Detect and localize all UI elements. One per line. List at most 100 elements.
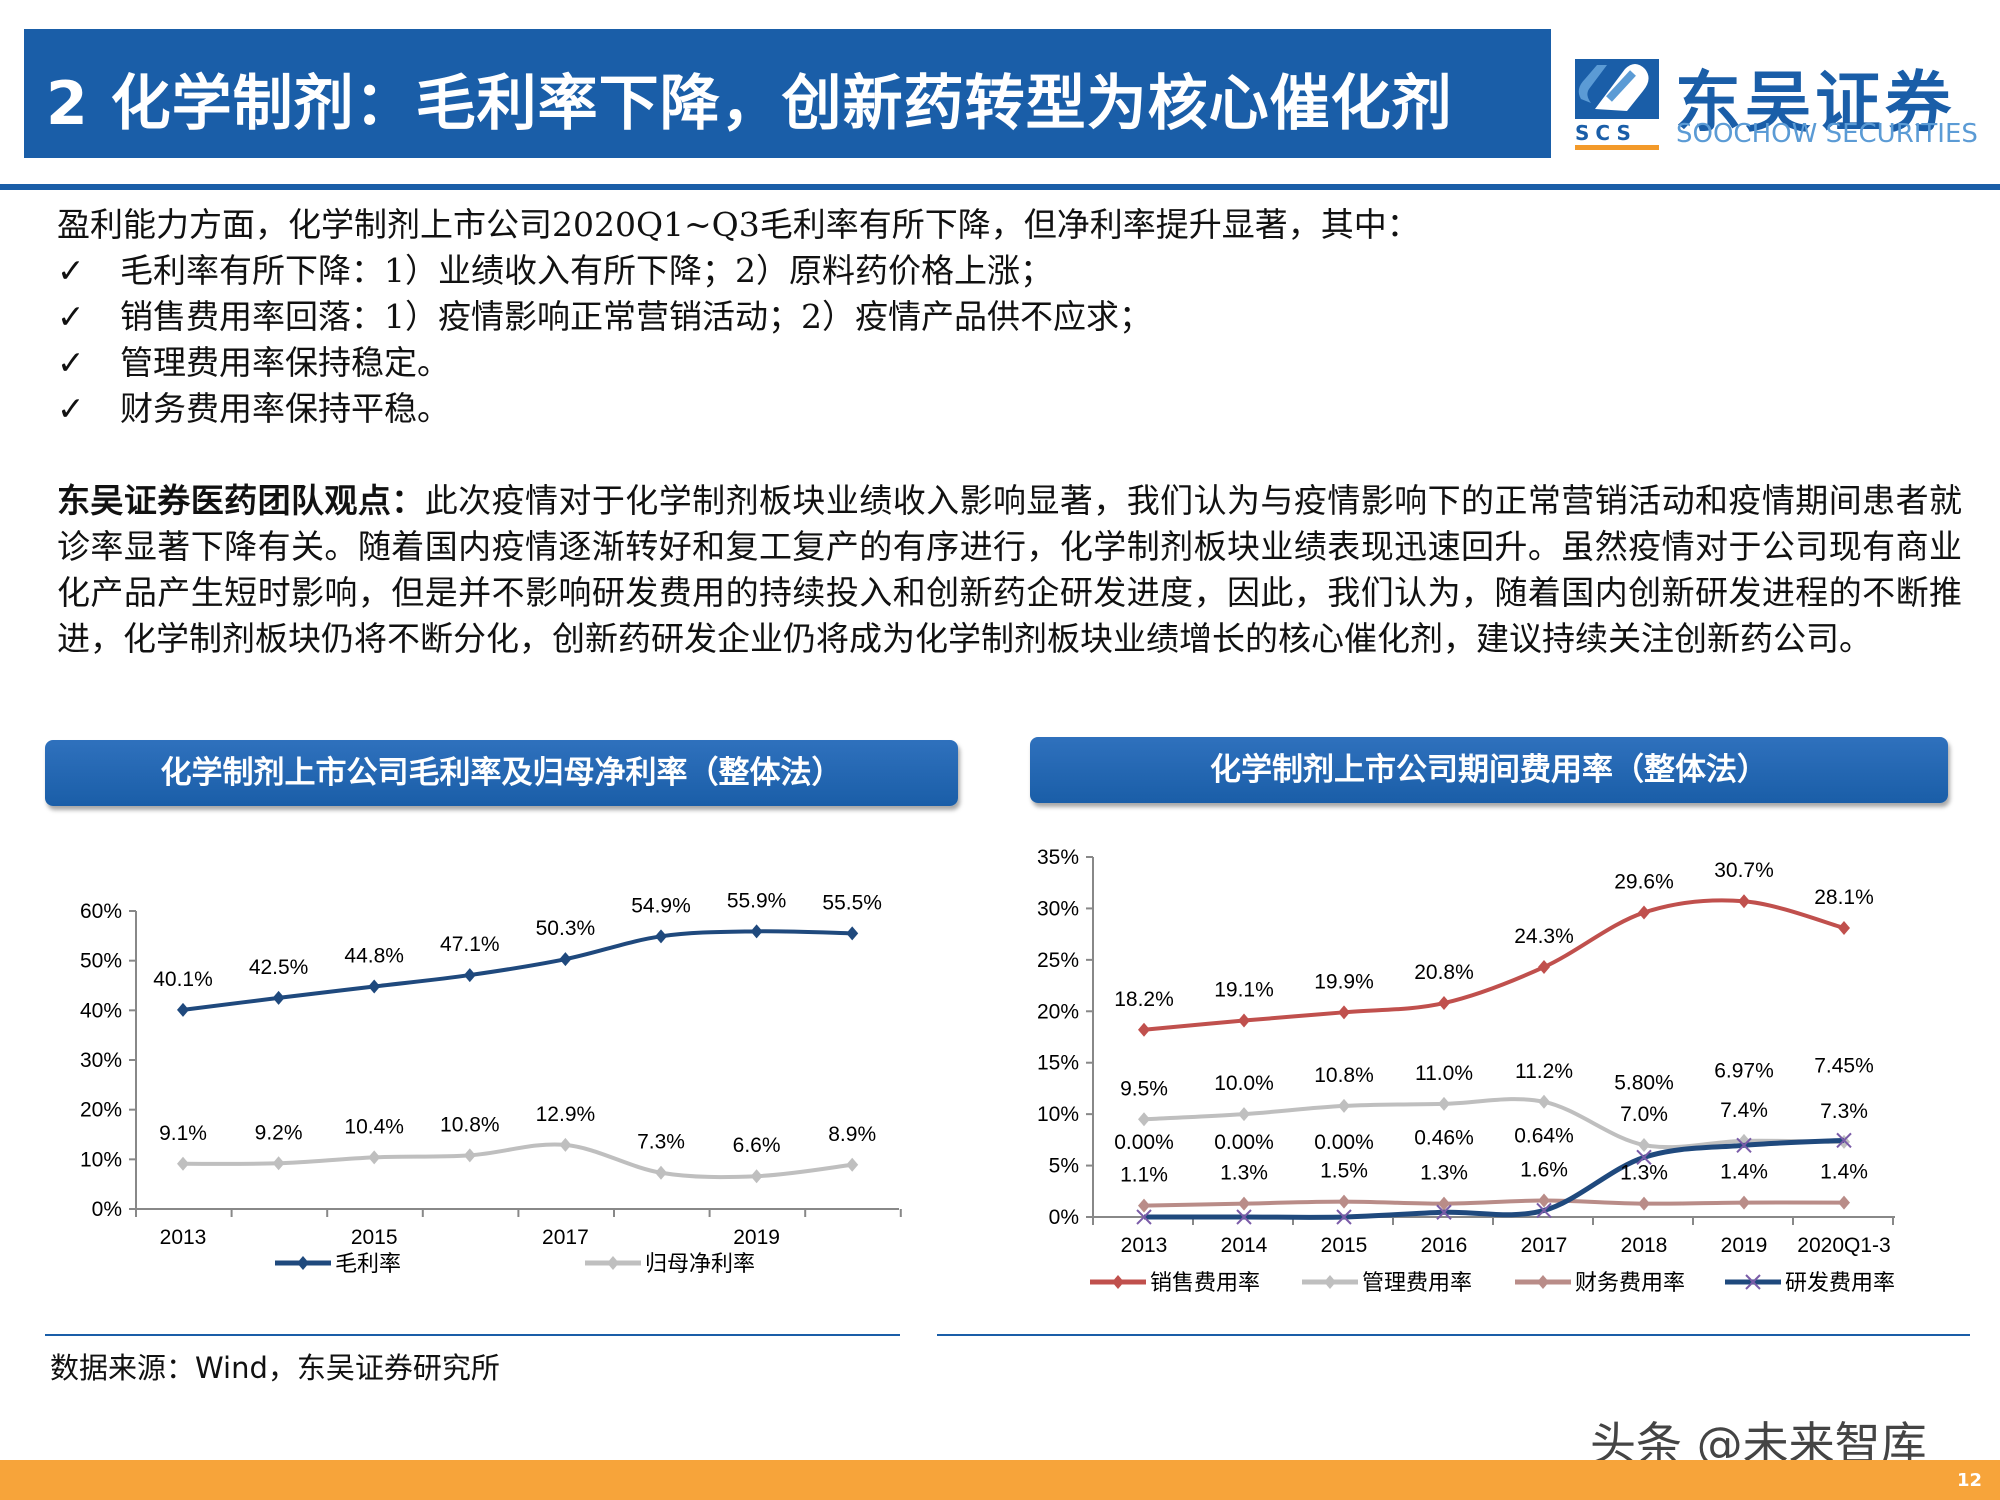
data-point <box>1738 1195 1750 1210</box>
page-number: 12 <box>1956 1470 1982 1491</box>
data-label: 1.1% <box>1120 1164 1168 1187</box>
data-label: 55.9% <box>727 889 787 912</box>
data-label: 55.5% <box>822 891 882 914</box>
data-label: 20.8% <box>1414 961 1474 984</box>
data-point <box>1238 1013 1250 1028</box>
legend-marker <box>607 1256 619 1270</box>
data-label: 7.3% <box>637 1131 685 1154</box>
data-point <box>1138 1022 1150 1037</box>
bullet-item: ✓ 财务费用率保持平稳。 <box>57 386 1962 432</box>
y-tick-label: 10% <box>1037 1103 1079 1126</box>
series-line-2 <box>182 1142 853 1180</box>
data-point <box>846 926 859 941</box>
y-tick-label: 15% <box>1037 1052 1079 1075</box>
data-label: 1.5% <box>1320 1160 1368 1183</box>
data-point <box>1538 1094 1550 1109</box>
series-line-3 <box>1143 1198 1845 1208</box>
data-label: 18.2% <box>1114 988 1174 1011</box>
data-label: 1.6% <box>1520 1159 1568 1182</box>
data-point <box>1638 1138 1650 1152</box>
left-chart-title: 化学制剂上市公司毛利率及归母净利率（整体法） <box>45 740 958 806</box>
bullet-item: ✓ 管理费用率保持稳定。 <box>57 340 1962 386</box>
x-tick-label: 2015 <box>351 1226 398 1249</box>
bullet-text: 毛利率有所下降：1）业绩收入有所下降；2）原料药价格上涨； <box>120 251 1053 290</box>
data-label: 50.3% <box>536 917 596 940</box>
data-label: 10.8% <box>1314 1064 1374 1087</box>
data-label: 29.6% <box>1614 871 1674 894</box>
data-label: 6.6% <box>733 1134 781 1157</box>
y-tick-label: 20% <box>1037 1000 1079 1023</box>
data-label: 1.3% <box>1420 1162 1468 1185</box>
data-point-x <box>1136 1209 1152 1225</box>
body-text: 盈利能力方面，化学制剂上市公司2020Q1~Q3毛利率有所下降，但净利率提升显著… <box>57 202 1962 662</box>
legend-label: 毛利率 <box>335 1251 401 1276</box>
series-line-1 <box>182 929 853 1012</box>
legend-marker <box>1324 1275 1336 1289</box>
bullet-text: 财务费用率保持平稳。 <box>120 389 450 428</box>
data-label: 7.45% <box>1814 1054 1874 1077</box>
x-tick-label: 2019 <box>733 1226 780 1249</box>
data-label: 9.5% <box>1120 1077 1168 1100</box>
data-point <box>1338 1194 1350 1209</box>
data-label: 7.0% <box>1620 1103 1668 1126</box>
checkmark-icon: ✓ <box>57 389 85 428</box>
data-label: 0.64% <box>1514 1124 1574 1147</box>
x-tick-label: 2013 <box>1121 1234 1168 1257</box>
data-point <box>655 1165 667 1180</box>
data-label: 44.8% <box>344 944 404 967</box>
data-point-x <box>1736 1137 1752 1154</box>
x-tick-label: 2014 <box>1221 1234 1268 1257</box>
logo-en: SOOCHOW SECURITIES <box>1676 119 1978 149</box>
data-label: 0.00% <box>1114 1131 1174 1154</box>
data-point <box>1238 1107 1250 1122</box>
data-label: 11.0% <box>1415 1062 1473 1085</box>
data-point <box>1438 1096 1450 1111</box>
x-tick-label: 2019 <box>1721 1234 1768 1257</box>
intro-text: 盈利能力方面，化学制剂上市公司2020Q1~Q3毛利率有所下降，但净利率提升显著… <box>57 205 1420 244</box>
y-tick-label: 20% <box>80 1099 122 1122</box>
expense-ratio-chart: 0% 5% 10% 15% 20% 25% 30% 35% 2013 2014 2015 2016 20… <box>1037 846 1895 1295</box>
data-point <box>1838 1195 1850 1210</box>
y-tick-label: 5% <box>1049 1155 1079 1178</box>
series-line-4 <box>1144 1137 1845 1220</box>
data-label: 10.0% <box>1214 1072 1274 1095</box>
legend-marker <box>1745 1274 1761 1290</box>
legend-label: 销售费用率 <box>1150 1270 1260 1295</box>
data-point <box>177 1002 189 1017</box>
data-point <box>368 1150 381 1165</box>
y-tick-label: 0% <box>1049 1206 1079 1229</box>
data-source: 数据来源：Wind，东吴证券研究所 <box>50 1351 500 1385</box>
data-label: 42.5% <box>249 956 309 979</box>
data-point <box>559 952 572 967</box>
data-label: 7.4% <box>1720 1099 1768 1122</box>
data-point-x <box>1336 1209 1352 1225</box>
data-point <box>1538 1193 1550 1208</box>
legend-label: 管理费用率 <box>1362 1270 1472 1295</box>
data-point <box>1638 1196 1650 1211</box>
margin-chart: 0% 10% 20% 30% 40% 50% 60% 2013 2015 2017 2019 40.1… <box>80 889 902 1276</box>
y-tick-label: 40% <box>80 999 122 1022</box>
x-tick-label: 2016 <box>1421 1234 1468 1257</box>
data-label: 1.3% <box>1620 1162 1668 1185</box>
data-label: 54.9% <box>631 894 691 917</box>
data-point <box>1438 1196 1450 1211</box>
data-point <box>846 1157 859 1172</box>
data-point <box>272 1156 285 1171</box>
data-point <box>1838 920 1850 935</box>
legend-marker <box>1112 1275 1124 1289</box>
data-point <box>1138 1198 1150 1213</box>
logo-abbr: SCS <box>1575 121 1659 150</box>
data-label: 5.80% <box>1614 1071 1674 1094</box>
data-point <box>1738 894 1750 909</box>
left-divider <box>45 1334 900 1336</box>
data-point <box>750 924 763 939</box>
bullet-item: ✓ 毛利率有所下降：1）业绩收入有所下降；2）原料药价格上涨； <box>57 248 1962 294</box>
data-point-x <box>1536 1202 1552 1219</box>
legend-marker <box>1537 1275 1549 1289</box>
data-label: 0.00% <box>1214 1131 1274 1154</box>
data-label: 9.1% <box>159 1122 207 1145</box>
logo-cn: 东吴证券 <box>1675 64 1955 141</box>
data-point <box>1538 960 1550 975</box>
title-bar: 2 化学制剂：毛利率下降，创新药转型为核心催化剂 <box>24 29 1551 158</box>
data-point <box>750 1169 763 1184</box>
